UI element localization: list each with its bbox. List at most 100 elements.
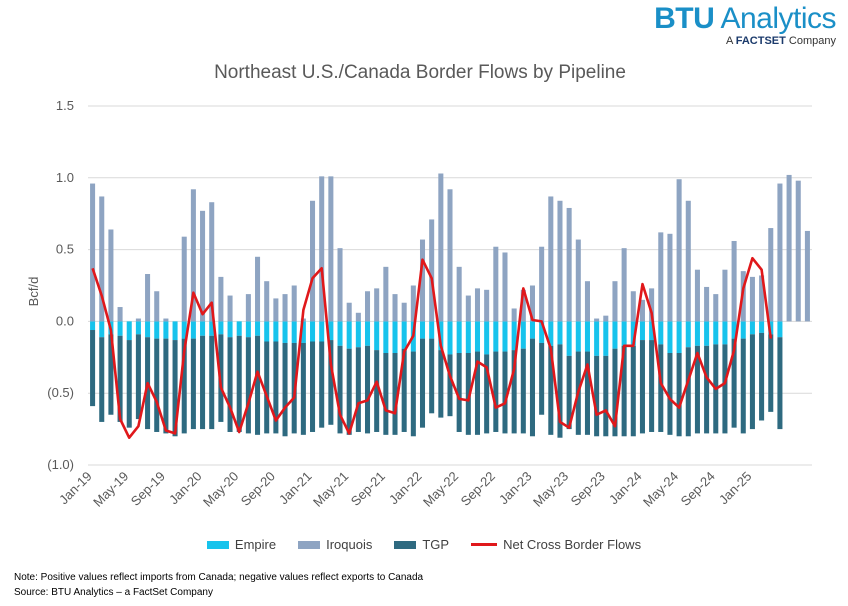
iroquois-bar — [245, 294, 251, 322]
empire-bar — [245, 321, 251, 338]
iroquois-bar — [594, 318, 600, 322]
empire-bar — [218, 321, 224, 335]
tgp-bar — [190, 338, 196, 430]
iroquois-bar — [154, 291, 160, 322]
y-axis-title: Bcf/d — [26, 277, 41, 307]
iroquois-bar — [273, 298, 279, 322]
iroquois-bar — [566, 207, 572, 322]
iroquois-bar — [667, 233, 673, 322]
empire-bar — [355, 321, 361, 348]
empire-bar — [548, 321, 554, 346]
iroquois-bar — [255, 256, 261, 322]
empire-bar — [484, 321, 490, 355]
iroquois-bar — [676, 179, 682, 322]
empire-bar — [539, 321, 545, 343]
iroquois-bar — [539, 246, 545, 322]
tgp-bar — [667, 352, 673, 435]
y-tick-label: 1.5 — [56, 98, 74, 113]
iroquois-bar — [328, 176, 334, 322]
x-tick-label: Sep-22 — [458, 469, 498, 509]
iroquois-bar — [731, 240, 737, 322]
iroquois-bar — [639, 299, 645, 322]
tgp-bar — [548, 345, 554, 435]
tgp-bar — [209, 335, 215, 430]
net-flow-line — [91, 256, 773, 440]
tgp-bar — [419, 338, 426, 428]
empire-bar — [685, 321, 691, 348]
empire-bar — [639, 321, 645, 341]
iroquois-bar — [429, 219, 435, 322]
iroquois-bar — [621, 248, 627, 322]
tgp-bar — [777, 337, 783, 430]
iroquois-bar — [135, 318, 141, 322]
empire-bar — [227, 321, 233, 338]
empire-bar — [300, 321, 306, 343]
tgp-bar — [227, 337, 233, 432]
tgp-bar — [566, 355, 572, 430]
empire-bar — [99, 321, 105, 338]
brand-logo: BTU Analytics A FACTSET Company — [654, 4, 836, 47]
logo-sub-suffix: Company — [785, 35, 836, 47]
tgp-bar — [383, 352, 389, 435]
y-tick-label: (1.0) — [47, 457, 74, 472]
empire-bar — [603, 321, 609, 356]
y-tick-label: 1.0 — [56, 170, 74, 185]
empire-bar — [236, 321, 242, 336]
tgp-bar — [401, 348, 407, 432]
empire-bar — [126, 321, 132, 341]
logo-rest-text: Analytics — [714, 2, 836, 35]
empire-bar — [282, 321, 288, 343]
tgp-bar — [135, 334, 141, 420]
iroquois-bar — [264, 281, 270, 322]
iroquois-bar — [685, 200, 691, 322]
iroquois-bar — [529, 285, 536, 322]
tgp-bar — [273, 341, 279, 434]
legend-label-net-flows: Net Cross Border Flows — [503, 537, 642, 552]
tgp-bar — [282, 342, 288, 437]
iroquois-bar — [117, 307, 123, 322]
empire-bar — [474, 321, 481, 352]
iroquois-bar — [804, 230, 810, 322]
tgp-bar — [200, 335, 206, 430]
logo-subline: A FACTSET Company — [654, 36, 836, 47]
tgp-bar — [465, 352, 471, 435]
legend-label-iroquois: Iroquois — [326, 537, 373, 552]
tgp-bar — [300, 342, 306, 435]
iroquois-bar — [484, 289, 490, 322]
tgp-bar — [410, 351, 416, 437]
tgp-bar — [429, 338, 435, 414]
empire-bar — [667, 321, 673, 353]
empire-bar — [364, 321, 371, 346]
tgp-bar — [529, 338, 536, 437]
iroquois-bar — [502, 252, 508, 322]
iroquois-bar — [163, 318, 169, 322]
empire-bar — [264, 321, 270, 342]
x-tick-label: Sep-24 — [678, 469, 718, 509]
empire-bar — [401, 321, 407, 349]
empire-bar — [374, 321, 380, 351]
empire-bar — [135, 321, 141, 335]
x-tick-label: Jan-20 — [166, 469, 205, 508]
empire-bar — [383, 321, 389, 353]
empire-bar — [759, 321, 765, 333]
x-tick-label: Jan-21 — [276, 469, 315, 508]
tgp-bar — [163, 338, 169, 434]
tgp-bar — [264, 341, 270, 434]
iroquois-bar — [786, 174, 792, 322]
iroquois-bar — [337, 248, 343, 322]
empire-bar — [319, 321, 325, 342]
tgp-bar — [639, 340, 645, 434]
tgp-bar — [740, 338, 746, 434]
empire-bar — [181, 321, 187, 339]
tgp-bar — [612, 348, 618, 437]
empire-bar — [594, 321, 600, 356]
empire-bar — [612, 321, 618, 349]
iroquois-bar — [749, 276, 755, 322]
iroquois-bar — [282, 294, 288, 322]
x-tick-label: May-22 — [420, 469, 461, 510]
iroquois-bar — [520, 289, 526, 322]
empire-bar — [310, 321, 316, 342]
tgp-bar — [484, 354, 490, 434]
empire-bar — [529, 321, 536, 339]
tgp-bar — [630, 345, 636, 437]
